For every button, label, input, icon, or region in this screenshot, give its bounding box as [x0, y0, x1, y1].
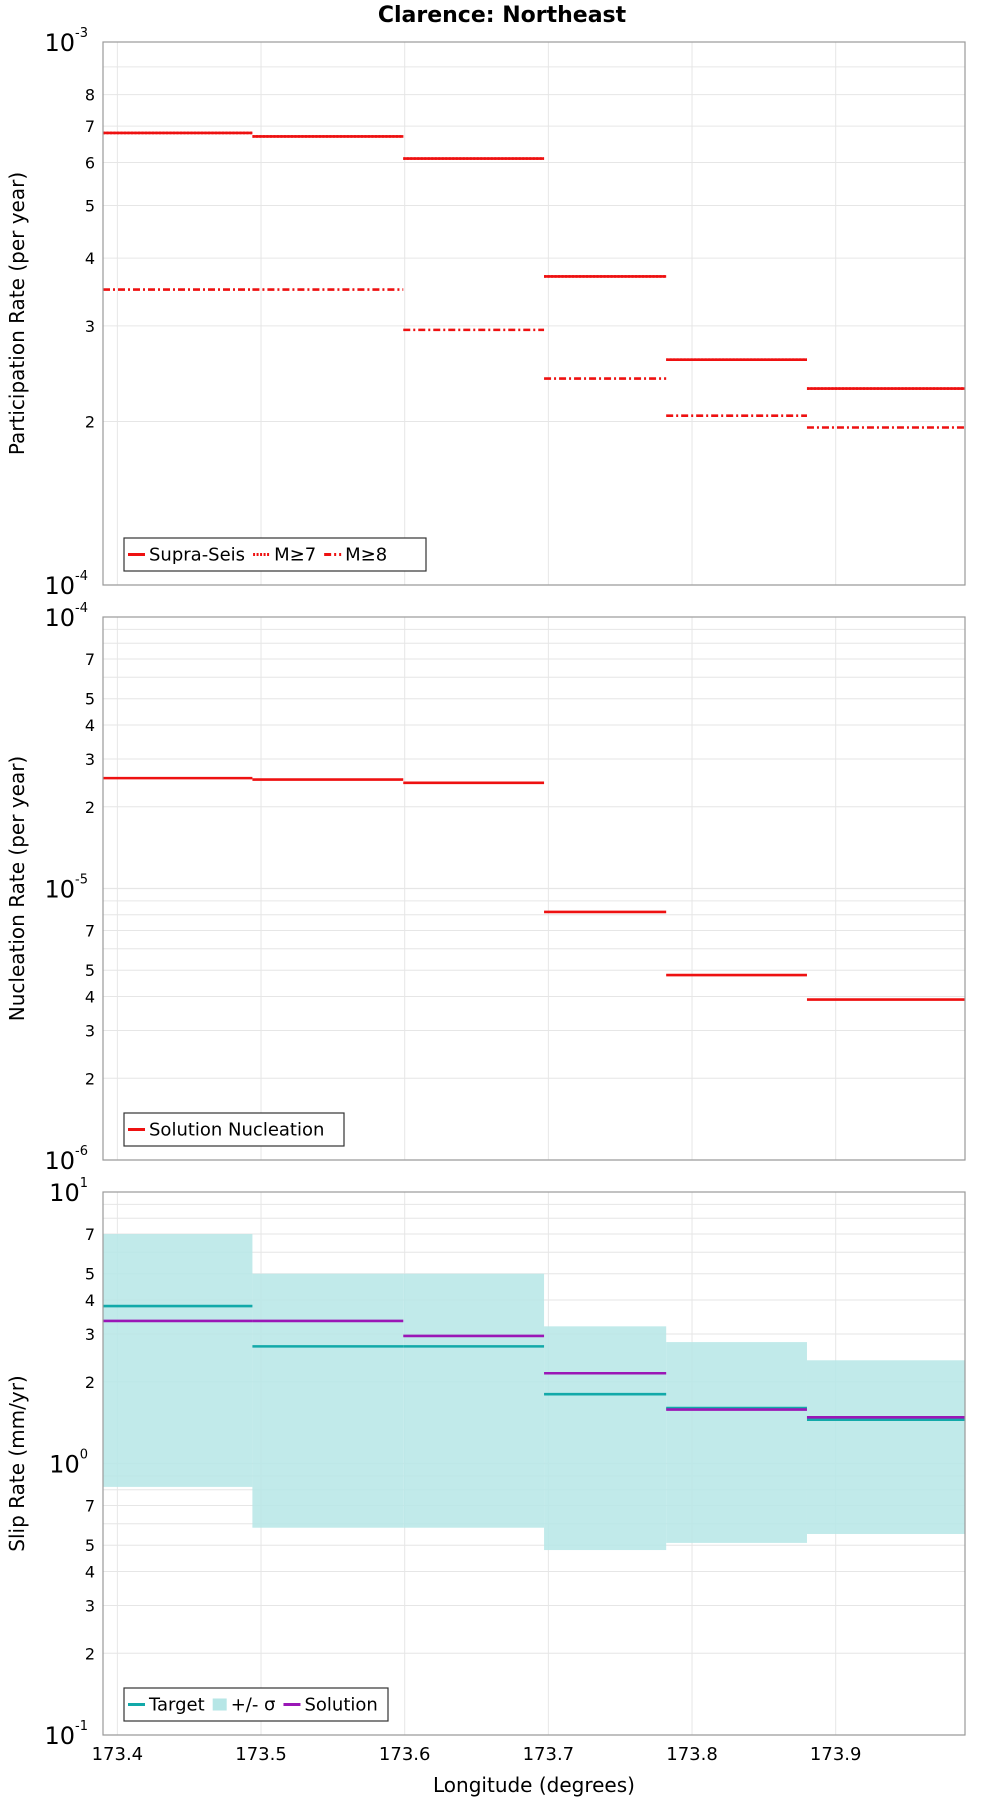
y-tick-label: 7 [85, 1225, 95, 1244]
x-tick-label: 173.8 [666, 1744, 718, 1765]
sigma-band-segment [252, 1273, 404, 1528]
y-tick-label: 3 [85, 750, 95, 769]
x-axis-label: Longitude (degrees) [433, 1773, 635, 1797]
legend-label: Target [148, 1695, 205, 1716]
x-tick-label: 173.6 [379, 1744, 431, 1765]
legend-label: +/- σ [231, 1695, 276, 1716]
y-decade-tick-label: 10-4 [44, 601, 88, 632]
sigma-band-segment [806, 1360, 965, 1534]
chart-title: Clarence: Northeast [378, 3, 627, 28]
legend-label: Supra-Seis [149, 545, 245, 566]
sigma-band-segment [544, 1326, 667, 1551]
y-decade-tick-label: 100 [49, 1448, 88, 1479]
y-tick-label: 2 [85, 1069, 95, 1088]
y-tick-label: 4 [85, 988, 95, 1007]
y-axis-label: Slip Rate (mm/yr) [5, 1375, 29, 1551]
y-tick-label: 2 [85, 413, 95, 432]
slip-rate-panel: 101 100 10-1 7 5 4 3 2 7 5 4 3 2 Slip Rate (mm/yr) 173… [5, 1176, 966, 1765]
y-tick-label: 3 [85, 1021, 95, 1040]
legend: Solution Nucleation [123, 1112, 345, 1147]
y-tick-label: 7 [85, 1497, 95, 1516]
y-tick-label: 4 [85, 249, 95, 268]
legend-box [123, 537, 427, 572]
y-tick-label: 7 [85, 922, 95, 941]
y-axis-label: Participation Rate (per year) [5, 172, 29, 455]
y-tick-label: 7 [85, 650, 95, 669]
legend: Target +/- σ Solution [123, 1687, 389, 1722]
y-decade-tick-label: 10-4 [44, 569, 88, 600]
x-tick-label: 173.5 [235, 1744, 287, 1765]
y-tick-label: 7 [85, 117, 95, 136]
y-tick-label: 3 [85, 1596, 95, 1615]
y-decade-tick-label: 10-5 [44, 873, 88, 904]
y-tick-label: 5 [85, 1265, 95, 1284]
participation-rate-panel: 10-3 10-4 8 7 6 5 4 3 2 Participation Rate (per y… [5, 26, 966, 600]
y-tick-label: 4 [85, 1563, 95, 1582]
legend-label: M≥8 [345, 545, 387, 566]
plot-frame [102, 1191, 966, 1736]
y-tick-label: 6 [85, 153, 95, 172]
plot-frame [102, 616, 966, 1161]
y-tick-label: 2 [85, 1373, 95, 1392]
legend-label: Solution Nucleation [149, 1120, 324, 1141]
x-tick-label: 173.9 [810, 1744, 862, 1765]
legend-label: M≥7 [274, 545, 316, 566]
legend-label: Solution [304, 1695, 377, 1716]
plot-frame [102, 41, 966, 586]
x-tick-label: 173.4 [92, 1744, 144, 1765]
legend-box [123, 1687, 389, 1722]
y-tick-label: 4 [85, 716, 95, 735]
y-decade-tick-label: 101 [49, 1176, 88, 1207]
legend-box [123, 1112, 345, 1147]
y-tick-label: 4 [85, 1291, 95, 1310]
y-decade-tick-label: 10-1 [44, 1719, 88, 1750]
y-decade-tick-label: 10-3 [44, 26, 88, 57]
y-tick-label: 5 [85, 196, 95, 215]
sigma-band-segment [666, 1342, 807, 1543]
y-tick-label: 8 [85, 86, 95, 105]
y-tick-label: 3 [85, 1325, 95, 1344]
legend-swatch [212, 1698, 227, 1711]
legend: Supra-Seis M≥7 M≥8 [123, 537, 427, 572]
sigma-band-segment [403, 1273, 545, 1528]
x-tick-label: 173.7 [523, 1744, 575, 1765]
y-axis-label: Nucleation Rate (per year) [5, 756, 29, 1021]
y-tick-label: 5 [85, 961, 95, 980]
y-tick-label: 2 [85, 798, 95, 817]
sigma-band-segment [103, 1234, 253, 1487]
y-tick-label: 5 [85, 1536, 95, 1555]
y-decade-tick-label: 10-6 [44, 1144, 88, 1175]
y-tick-label: 2 [85, 1644, 95, 1663]
y-tick-label: 3 [85, 317, 95, 336]
y-tick-label: 5 [85, 690, 95, 709]
nucleation-rate-panel: 10-4 10-5 10-6 7 5 4 3 2 7 5 4 3 2 Nucleation Rate (p… [5, 601, 966, 1175]
